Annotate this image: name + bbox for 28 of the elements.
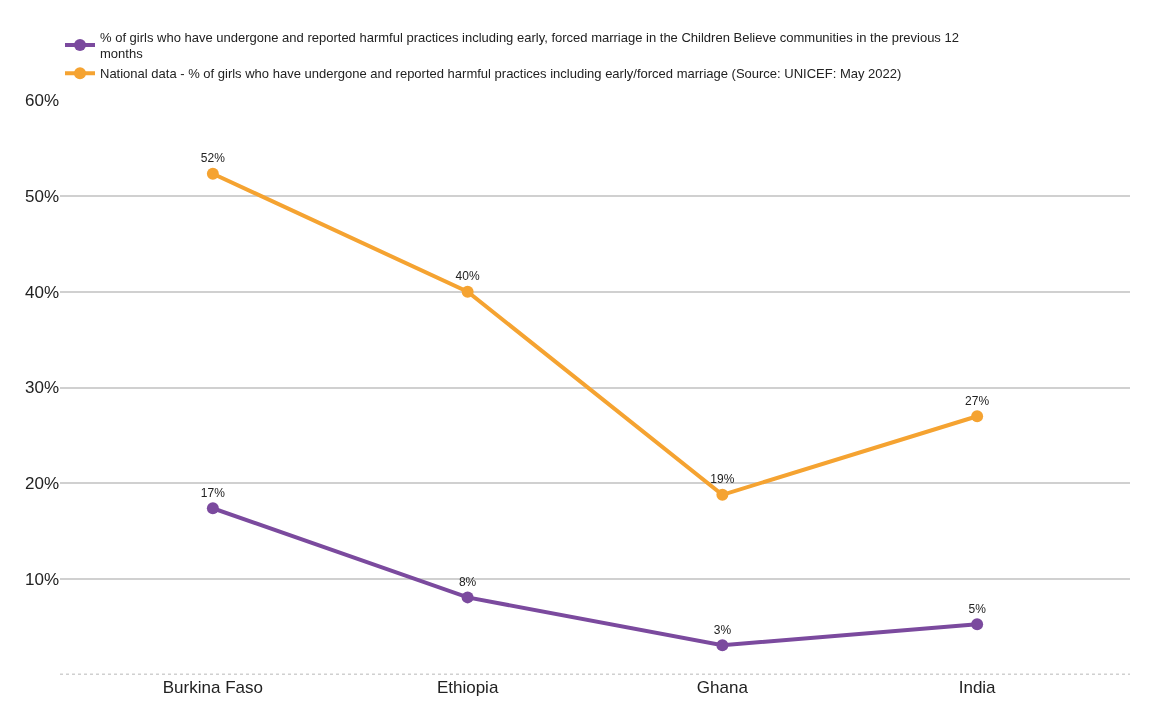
point — [971, 618, 984, 631]
y-tick-label: 30% — [24, 378, 59, 398]
x-tick-label: India — [958, 678, 997, 697]
point — [461, 285, 474, 298]
x-tick-label: Burkina Faso — [162, 678, 263, 697]
point — [206, 502, 219, 515]
point — [716, 488, 729, 501]
x-tick-label: Ghana — [696, 678, 749, 697]
data-label: 8% — [458, 574, 477, 589]
y-tick-label: 20% — [24, 474, 59, 494]
y-tick-label: 40% — [24, 282, 59, 302]
data-label: 17% — [200, 485, 226, 500]
data-label: 52% — [200, 151, 226, 166]
point — [461, 591, 474, 604]
data-label: 27% — [965, 393, 990, 408]
y-tick-label: 10% — [24, 570, 59, 590]
x-tick-label: Ethiopia — [436, 678, 499, 697]
y-tick-label: 60% — [24, 90, 59, 110]
data-label: 40% — [455, 269, 480, 284]
data-label: 5% — [968, 601, 987, 616]
point — [206, 167, 219, 180]
point — [716, 639, 729, 652]
data-label: 3% — [713, 622, 732, 637]
legend-label: National data - % of girls who have undergone and reported harmful practices including early/forced marriage (Source: UNICEF: May 2022) — [100, 66, 902, 82]
legend-label: % of girls who have undergone and reported harmful practices including early, forced marriage in the Children Believe communities in the previous 12 months — [100, 29, 959, 62]
point — [971, 410, 984, 423]
y-tick-label: 50% — [24, 186, 59, 206]
data-label: 19% — [710, 472, 735, 487]
